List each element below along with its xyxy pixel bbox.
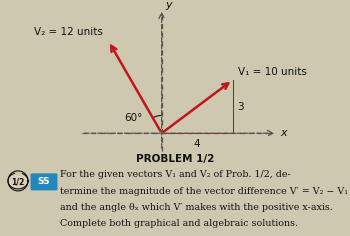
Text: 1/2: 1/2 — [11, 177, 25, 186]
Text: SS: SS — [38, 177, 50, 186]
Text: Complete both graphical and algebraic solutions.: Complete both graphical and algebraic so… — [60, 219, 298, 228]
Text: x: x — [281, 128, 287, 138]
Text: and the angle θₓ which V′ makes with the positive x-axis.: and the angle θₓ which V′ makes with the… — [60, 203, 333, 212]
Circle shape — [8, 171, 28, 191]
Text: 60°: 60° — [124, 114, 142, 123]
Text: V₁ = 10 units: V₁ = 10 units — [238, 67, 307, 77]
Text: termine the magnitude of the vector difference V′ = V₂ − V₁: termine the magnitude of the vector diff… — [60, 187, 348, 196]
Text: V₂ = 12 units: V₂ = 12 units — [34, 27, 103, 37]
Text: y: y — [165, 0, 172, 10]
FancyBboxPatch shape — [30, 173, 57, 190]
Text: 4: 4 — [194, 139, 201, 149]
Text: 3: 3 — [237, 101, 244, 112]
Text: PROBLEM 1/2: PROBLEM 1/2 — [136, 154, 214, 164]
Text: For the given vectors V₁ and V₂ of Prob. 1/2, de-: For the given vectors V₁ and V₂ of Prob.… — [60, 170, 291, 179]
